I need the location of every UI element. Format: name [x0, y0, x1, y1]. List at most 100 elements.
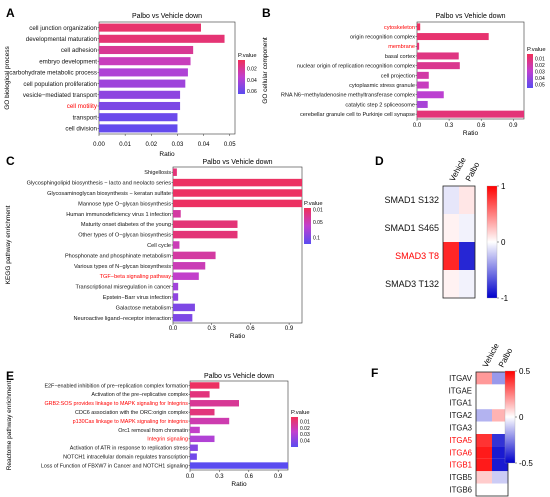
x-tick-label-A-0: 0.00	[93, 142, 105, 148]
category-label-C-6: Other types of O−glycan biosynthesis	[78, 233, 171, 239]
bar-E-5	[190, 426, 200, 434]
legend-tick-B-1: 0.02	[535, 63, 545, 69]
category-label-B-0: cytoskeleton	[384, 25, 415, 31]
legend-title-C: P.value	[304, 201, 323, 207]
row-label-F-2: ITGA1	[449, 399, 472, 408]
legend-colorbar-A	[238, 60, 245, 94]
bar-C-5	[173, 220, 238, 228]
legend-colorbar-F	[504, 370, 516, 464]
bar-E-3	[190, 408, 215, 416]
row-label-F-7: ITGB1	[449, 461, 472, 470]
bar-B-8	[417, 100, 428, 108]
legend-title-A: P.value	[238, 53, 257, 59]
heat-cell-F-2-0	[476, 396, 492, 410]
panel-letter-C: C	[6, 154, 15, 168]
x-axis-label-E: Ratio	[231, 481, 247, 488]
bar-C-12	[173, 293, 179, 301]
category-label-E-1: Activation of the pre−replicative comple…	[91, 392, 188, 398]
heat-cell-F-7-1	[492, 458, 508, 472]
category-label-C-0: Shigellosis	[144, 170, 171, 176]
heat-cell-D-3-0	[443, 270, 459, 298]
category-label-A-1: developmental maturation	[26, 36, 98, 43]
bar-A-4	[99, 68, 188, 77]
heat-cell-F-5-1	[492, 434, 508, 447]
legend-tick-C-1: 0.05	[313, 220, 323, 226]
bar-C-1	[173, 178, 302, 187]
heat-cell-F-7-0	[476, 458, 492, 472]
bar-C-7	[173, 241, 180, 249]
heat-cell-F-3-0	[476, 409, 492, 422]
legend-colorbar-E	[291, 417, 298, 447]
bar-C-13	[173, 303, 195, 312]
legend-tick-E-0: 0.01	[300, 419, 310, 425]
bar-E-8	[190, 453, 197, 460]
panel-letter-F: F	[371, 366, 378, 380]
category-label-E-0: E2F−enabled inhibition of pre−replicatio…	[44, 383, 188, 389]
x-tick-label-B-2: 0.6	[477, 123, 486, 129]
category-label-C-2: Glycosaminoglycan biosynthesis − keratan…	[47, 191, 171, 197]
category-label-C-7: Cell cycle	[147, 243, 171, 249]
heat-cell-D-2-1	[459, 242, 475, 270]
bar-C-3	[173, 199, 302, 208]
category-label-B-3: basal cortex	[385, 54, 415, 60]
x-axis-label-A: Ratio	[159, 151, 175, 158]
bar-E-1	[190, 391, 210, 398]
x-tick-label-E-0: 0.0	[186, 474, 195, 480]
bar-A-6	[99, 90, 181, 99]
heat-cell-F-0-1	[492, 372, 508, 385]
bar-A-3	[99, 57, 191, 66]
row-label-F-8: ITGB5	[449, 473, 472, 482]
bar-C-9	[173, 262, 206, 270]
chart-title-B: Palbo vs Vehicle down	[435, 13, 505, 20]
x-tick-label-E-2: 0.6	[245, 474, 254, 480]
heat-cell-F-1-1	[492, 384, 508, 397]
heat-cell-F-0-0	[476, 372, 492, 385]
heat-cell-D-1-0	[443, 214, 459, 242]
x-axis-label-C: Ratio	[230, 333, 246, 340]
heat-cell-F-1-0	[476, 384, 492, 397]
y-axis-label-C: KEGG pathway enrichment	[5, 205, 12, 284]
category-label-C-4: Human immunodeficiency virus 1 infection	[66, 212, 171, 218]
bar-C-6	[173, 230, 238, 239]
heat-cell-F-2-1	[492, 396, 508, 410]
row-label-D-3: SMAD3 T132	[385, 279, 439, 289]
bar-B-9	[417, 110, 524, 118]
category-label-C-14: Neuroactive ligand−receptor interaction	[74, 316, 171, 322]
bar-B-4	[417, 62, 460, 70]
category-label-A-0: cell junction organization	[29, 25, 97, 32]
plot-frame-E	[189, 380, 289, 471]
legend-tick-C-2: 0.1	[313, 236, 320, 242]
heat-cell-F-9-0	[476, 483, 492, 496]
bar-A-0	[99, 23, 201, 32]
x-tick-label-A-1: 0.01	[119, 142, 131, 148]
x-tick-label-C-0: 0.0	[169, 326, 178, 332]
heat-cell-F-8-1	[492, 471, 508, 484]
heat-cell-D-1-1	[459, 214, 475, 242]
category-label-E-9: Loss of Function of FBXW7 in Cancer and …	[41, 463, 188, 469]
category-label-C-11: Transcriptional misregulation in cancer	[75, 285, 171, 291]
chart-title-C: Palbo vs Vehicle down	[202, 159, 272, 166]
bar-B-3	[417, 52, 459, 60]
bar-A-8	[99, 113, 178, 122]
x-axis-label-B: Ratio	[463, 130, 479, 137]
heat-cell-F-4-0	[476, 421, 492, 434]
panel-letter-E: E	[6, 369, 14, 383]
category-label-C-10: TGF−beta signaling pathway	[100, 274, 172, 280]
category-label-C-9: Various types of N−glycan biosynthesis	[74, 264, 171, 270]
category-label-C-3: Mannose type O−glycan biosynthesis	[78, 201, 171, 207]
heat-cell-F-5-0	[476, 434, 492, 447]
row-label-F-9: ITGB6	[449, 486, 472, 495]
bar-E-4	[190, 417, 230, 425]
category-label-A-4: carbohydrate metabolic process	[9, 70, 97, 77]
column-label-D-1: Palbo	[464, 160, 482, 183]
row-label-F-3: ITGA2	[449, 411, 472, 420]
legend-tick-B-4: 0.05	[535, 83, 545, 89]
category-label-B-8: catalytic step 2 spliceosome	[345, 102, 415, 108]
legend-tick-D-0: 1	[501, 182, 506, 191]
row-label-D-1: SMAD1 S465	[384, 223, 439, 233]
category-label-A-6: vesicle−mediated transport	[23, 92, 97, 99]
x-tick-label-C-2: 0.6	[246, 326, 255, 332]
category-label-A-9: cell division	[65, 126, 97, 133]
bar-A-5	[99, 79, 186, 88]
